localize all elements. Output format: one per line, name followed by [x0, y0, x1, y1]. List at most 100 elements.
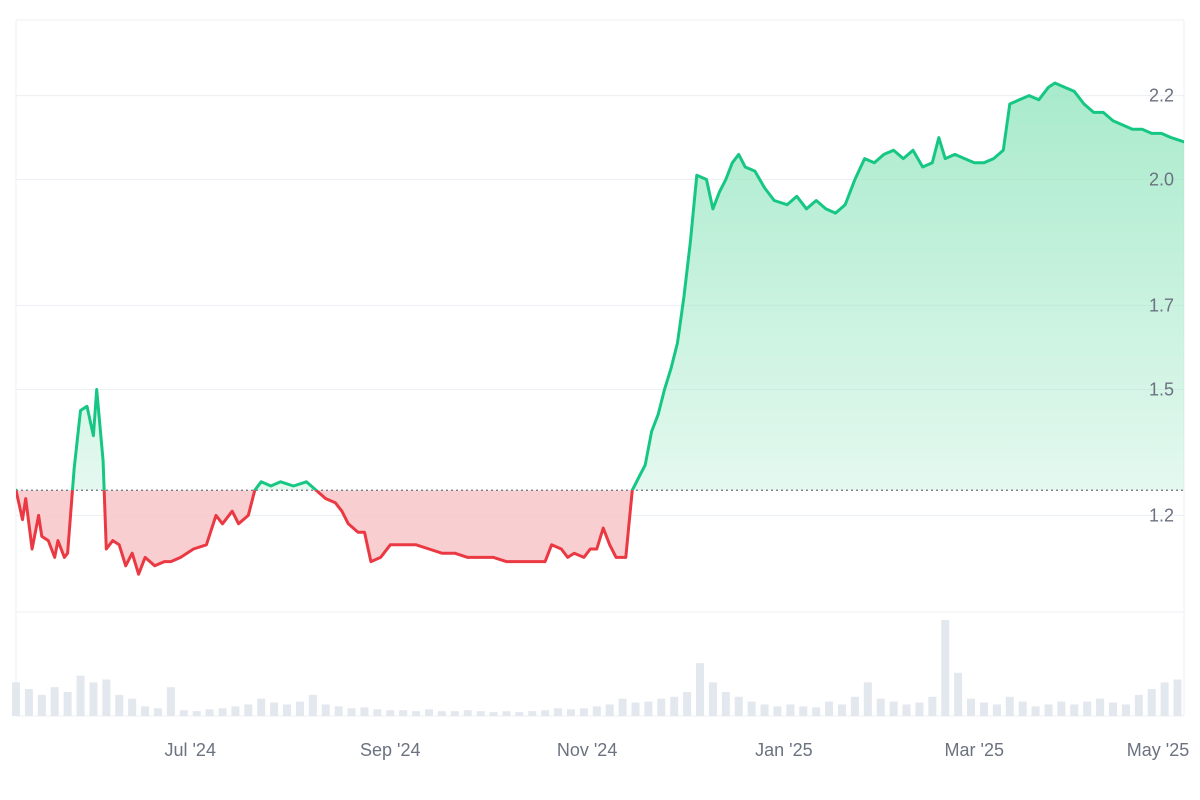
volume-bar — [579, 708, 588, 716]
volume-bar — [37, 694, 46, 716]
volume-bar — [1096, 698, 1105, 716]
volume-bar — [554, 708, 563, 716]
volume-bar — [863, 682, 872, 716]
price-lines — [16, 81, 1184, 576]
volume-bar — [102, 679, 111, 716]
area-fill-above-baseline — [16, 83, 1184, 491]
volume-bar — [424, 709, 433, 716]
volume-bar — [231, 706, 240, 716]
y-tick-label: 2.2 — [1149, 86, 1174, 106]
volume-bar — [50, 687, 59, 716]
y-tick-label: 2.0 — [1149, 170, 1174, 190]
area-fill-below-baseline — [16, 490, 633, 575]
volume-bar — [412, 711, 421, 716]
volume-bar — [128, 698, 137, 716]
volume-bar — [1134, 694, 1143, 716]
volume-bar — [902, 704, 911, 716]
volume-bar — [476, 711, 485, 716]
volume-bar — [360, 707, 369, 716]
volume-bar — [592, 706, 601, 716]
volume-bar — [308, 694, 317, 716]
volume-bar — [450, 711, 459, 716]
x-tick-label: May '25 — [1127, 740, 1189, 760]
volume-bar — [244, 704, 253, 716]
volume-bar — [1005, 696, 1014, 716]
volume-bar — [954, 672, 963, 716]
volume-bar — [386, 710, 395, 716]
volume-bar — [295, 701, 304, 716]
volume-bar — [644, 701, 653, 716]
volume-bar — [799, 706, 808, 716]
volume-bar — [63, 692, 72, 716]
volume-bars — [12, 620, 1182, 716]
volume-bar — [437, 711, 446, 716]
volume-bar — [618, 698, 627, 716]
volume-bar — [992, 704, 1001, 716]
volume-bar — [76, 675, 85, 716]
volume-bar — [683, 692, 692, 716]
volume-bar — [941, 620, 950, 716]
volume-bar — [141, 706, 150, 716]
volume-bar — [657, 698, 666, 716]
volume-bar — [1083, 701, 1092, 716]
volume-bar — [928, 696, 937, 716]
x-tick-label: Mar '25 — [945, 740, 1004, 760]
volume-bar — [696, 663, 705, 716]
price-line-below-baseline — [16, 490, 634, 576]
y-axis: 1.2 1.5 1.7 2.0 2.2 — [1149, 86, 1174, 526]
volume-bar — [541, 710, 550, 716]
volume-bar — [979, 702, 988, 716]
volume-bar — [721, 692, 730, 716]
y-tick-label: 1.7 — [1149, 296, 1174, 316]
volume-bar — [786, 704, 795, 716]
volume-bar — [631, 702, 640, 716]
x-axis: Jul '24 Sep '24 Nov '24 Jan '25 Mar '25 May '… — [164, 740, 1189, 760]
x-tick-label: Sep '24 — [360, 740, 421, 760]
volume-bar — [734, 696, 743, 716]
volume-bar — [179, 710, 188, 716]
x-tick-label: Jan '25 — [755, 740, 812, 760]
volume-bar — [12, 682, 20, 716]
volume-bar — [812, 707, 821, 716]
y-tick-label: 1.2 — [1149, 505, 1174, 525]
price-line-above-baseline — [16, 81, 1184, 491]
volume-bar — [825, 701, 834, 716]
volume-bar — [24, 689, 33, 716]
volume-bar — [218, 708, 227, 716]
volume-bar — [708, 682, 717, 716]
volume-bar — [566, 709, 575, 716]
volume-bar — [773, 706, 782, 716]
area-fills — [16, 83, 1184, 575]
y-tick-label: 1.5 — [1149, 379, 1174, 399]
volume-bar — [153, 708, 162, 716]
volume-bar — [463, 710, 472, 716]
volume-bar — [1070, 704, 1079, 716]
volume-bar — [1018, 701, 1027, 716]
volume-bar — [1147, 689, 1156, 716]
x-tick-label: Jul '24 — [164, 740, 215, 760]
volume-bar — [1031, 706, 1040, 716]
volume-bar — [876, 698, 885, 716]
volume-bar — [205, 709, 214, 716]
volume-bar — [166, 687, 175, 716]
volume-bar — [889, 701, 898, 716]
x-tick-label: Nov '24 — [557, 740, 617, 760]
volume-bar — [373, 709, 382, 716]
volume-bar — [1057, 701, 1066, 716]
volume-bar — [1173, 679, 1182, 716]
volume-bar — [850, 696, 859, 716]
volume-bar — [1109, 702, 1118, 716]
volume-bar — [747, 701, 756, 716]
volume-bar — [347, 708, 356, 716]
volume-bar — [270, 702, 279, 716]
volume-bar — [399, 710, 408, 716]
volume-bar — [515, 712, 524, 716]
volume-bar — [967, 698, 976, 716]
volume-bar — [502, 711, 511, 716]
volume-bar — [1160, 682, 1169, 716]
volume-bar — [283, 704, 292, 716]
volume-bar — [321, 704, 330, 716]
volume-bar — [192, 711, 201, 716]
